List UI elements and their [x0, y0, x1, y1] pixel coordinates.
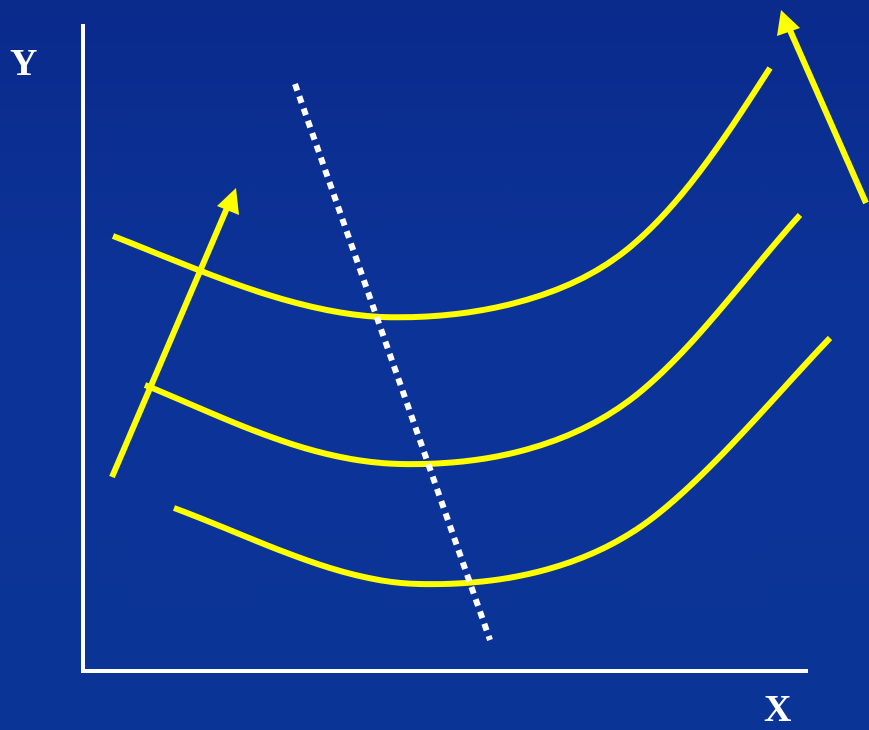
left-shift-arrow: [109, 206, 230, 479]
lower-curve: [172, 335, 833, 588]
middle-curve: [143, 212, 803, 468]
dotted-line: [292, 83, 493, 641]
upper-curve: [111, 66, 773, 321]
y-axis-label: Y: [10, 42, 38, 84]
right-shift-arrowhead: [777, 10, 800, 36]
right-shift-arrow: [786, 26, 869, 205]
left-shift-arrowhead: [217, 188, 239, 215]
x-axis-label: X: [764, 688, 792, 730]
